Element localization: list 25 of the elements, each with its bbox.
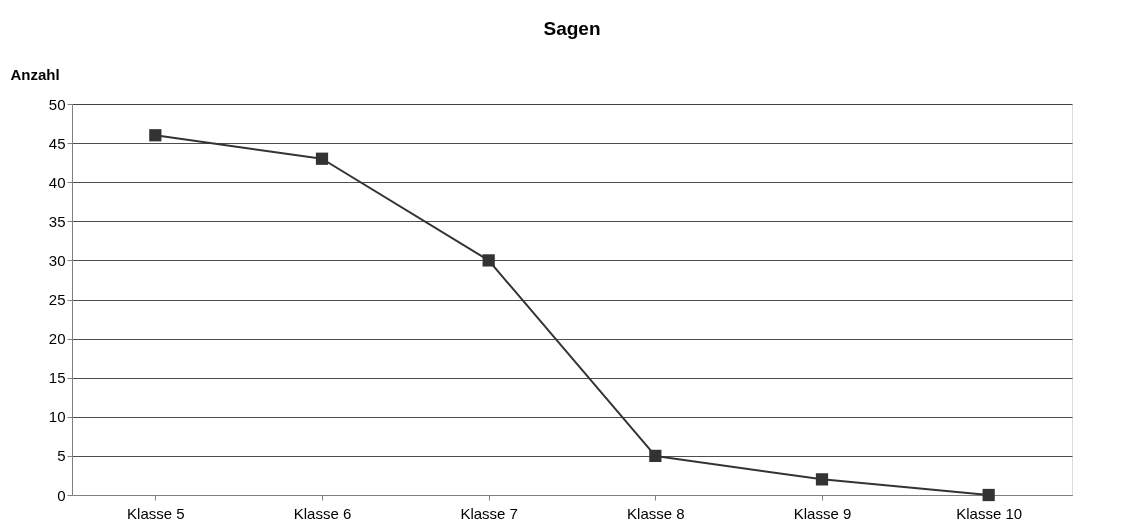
y-tick-label: 10 <box>48 408 66 426</box>
x-tick-label: Klasse 6 <box>293 504 352 522</box>
y-tick-label: 15 <box>48 369 66 387</box>
x-tick-label: Klasse 8 <box>627 504 685 522</box>
y-tick-label: 40 <box>48 173 66 191</box>
x-tick-label: Klasse 5 <box>127 504 185 522</box>
x-tick-label: Klasse 9 <box>793 504 852 522</box>
point <box>982 488 995 502</box>
point <box>649 449 662 463</box>
point <box>149 129 162 142</box>
y-axis-title: Anzahl <box>10 65 60 83</box>
y-tick-label: 20 <box>48 330 66 348</box>
y-tick-label: 5 <box>57 447 66 465</box>
y-tick-label: 30 <box>48 251 66 269</box>
y-tick-label: 25 <box>48 291 66 308</box>
y-tick-label: 50 <box>48 95 66 113</box>
point <box>815 473 829 486</box>
x-tick-label: Klasse 7 <box>460 504 518 522</box>
y-tick-label: 0 <box>57 486 66 504</box>
point <box>315 152 329 165</box>
chart-title: Sagen <box>543 18 601 39</box>
y-tick-label: 45 <box>48 134 66 152</box>
point <box>482 254 495 267</box>
x-tick-label: Klasse 10 <box>956 504 1023 522</box>
y-tick-label: 35 <box>48 212 66 230</box>
